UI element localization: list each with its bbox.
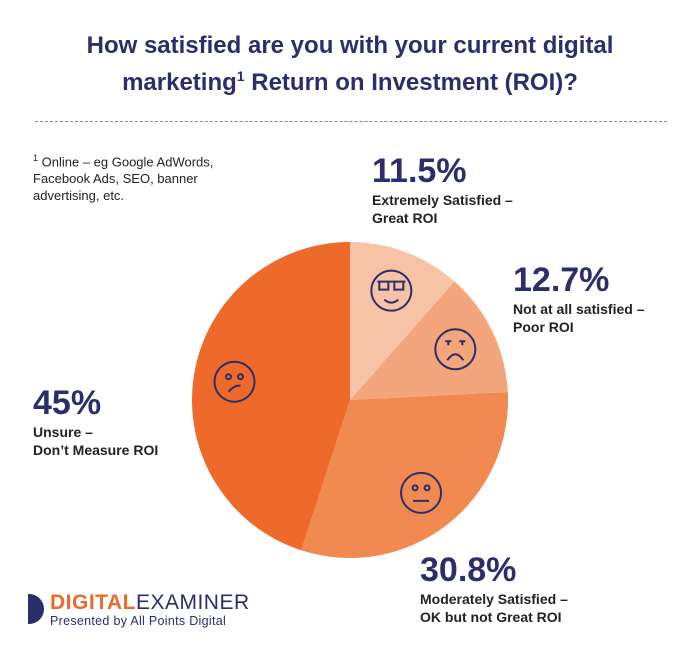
footnote-marker: 1: [33, 153, 39, 163]
pct-label: 11.5%: [372, 152, 467, 190]
title-superscript: 1: [236, 68, 245, 84]
pct-label: 45%: [33, 384, 102, 422]
pie-slice: [350, 242, 455, 400]
digital-examiner-logo: DIGITALEXAMINER Presented by All Points …: [28, 592, 250, 628]
label-line: Unsure –: [33, 424, 93, 440]
dashed-divider: [35, 121, 667, 122]
footnote-text: Online – eg Google AdWords, Facebook Ads…: [33, 154, 214, 204]
label-line: Extremely Satisfied –: [372, 192, 513, 208]
logo-wordmark: DIGITALEXAMINER: [50, 592, 250, 614]
confused-face-icon: [213, 360, 256, 403]
pie-slice: [301, 392, 508, 558]
logo-part-1: DIGITAL: [50, 591, 136, 614]
pct-label: 12.7%: [513, 261, 610, 299]
title-line-2a: marketing: [122, 69, 237, 96]
pie-slice: [192, 242, 350, 551]
label-moderately-satisfied: 30.8% Moderately Satisfied – OK but not G…: [420, 552, 568, 626]
title-line-1: How satisfied are you with your current …: [86, 32, 614, 59]
neutral-face-icon: [400, 471, 443, 514]
label-line: Don’t Measure ROI: [33, 442, 159, 458]
label-extremely-satisfied: 11.5% Extremely Satisfied – Great ROI: [372, 153, 513, 227]
angry-face-icon: [434, 328, 477, 371]
chart-title: How satisfied are you with your current …: [0, 30, 700, 98]
footnote: 1 Online – eg Google AdWords, Facebook A…: [33, 150, 243, 204]
magnifier-logo-icon: [28, 594, 44, 624]
title-line-2b: Return on Investment (ROI)?: [244, 69, 578, 96]
label-line: Great ROI: [372, 210, 438, 226]
label-line: Moderately Satisfied –: [420, 591, 568, 607]
pct-label: 30.8%: [420, 551, 517, 589]
cool-sunglasses-face-icon: [370, 269, 413, 312]
pie-slice: [350, 281, 508, 400]
label-line: Poor ROI: [513, 319, 574, 335]
label-not-satisfied: 12.7% Not at all satisfied – Poor ROI: [513, 262, 644, 336]
logo-part-2: EXAMINER: [135, 591, 250, 614]
label-line: OK but not Great ROI: [420, 609, 562, 625]
label-unsure: 45% Unsure – Don’t Measure ROI: [33, 385, 158, 459]
logo-tagline: Presented by All Points Digital: [50, 614, 227, 628]
label-line: Not at all satisfied –: [513, 301, 645, 317]
